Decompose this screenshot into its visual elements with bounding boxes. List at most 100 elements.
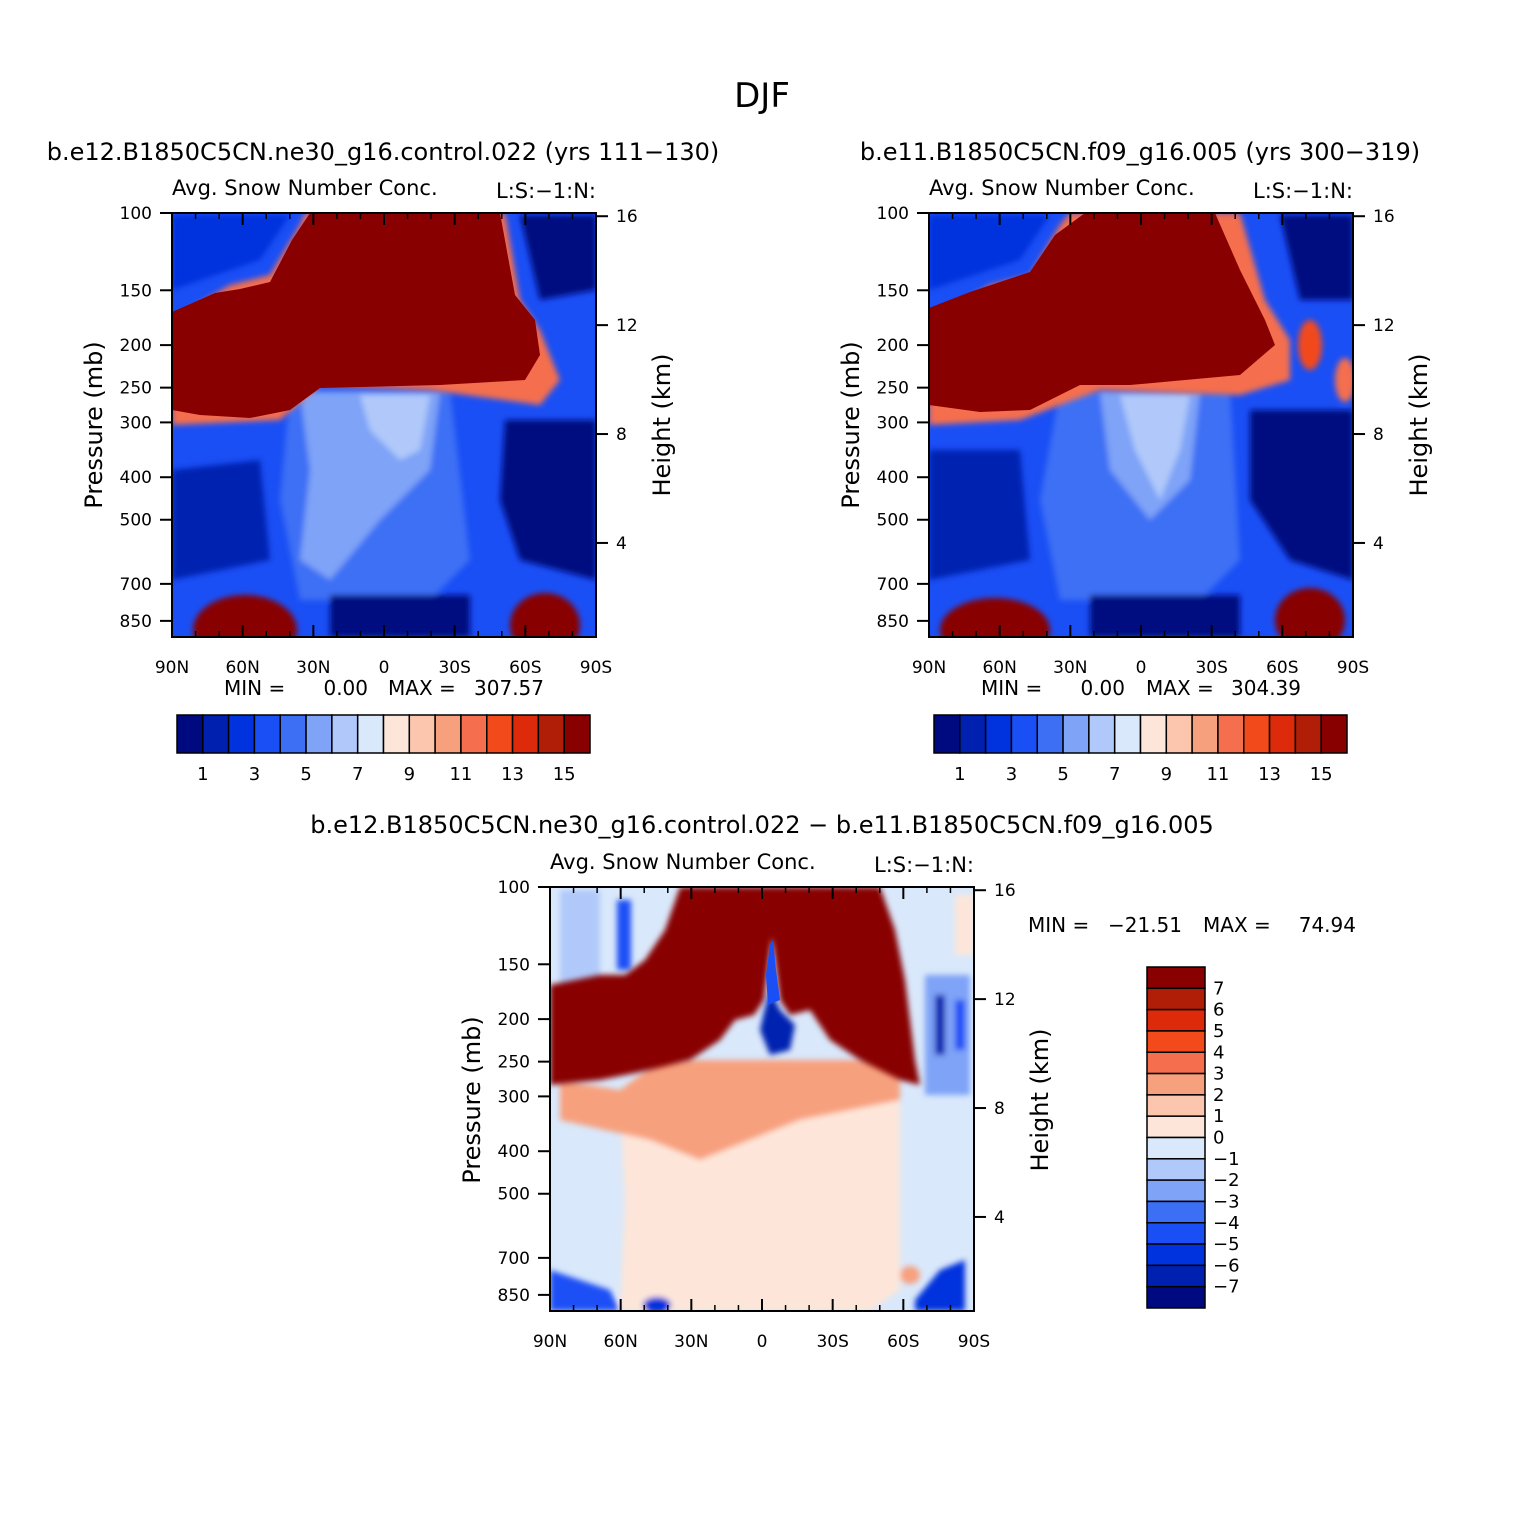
colorbar-swatch — [279, 714, 307, 754]
colorbar-swatch — [1243, 714, 1271, 754]
colorbar-swatch — [1146, 1072, 1206, 1096]
colorbar-label: 13 — [501, 764, 524, 785]
region-lower-tropical-dark — [330, 595, 470, 637]
colorbar-swatch — [460, 714, 488, 754]
colorbar-swatch — [176, 714, 204, 754]
region-sh-dark-midlevel — [1250, 410, 1353, 580]
x-tick-label: 30S — [816, 1332, 848, 1352]
colorbar-label: 9 — [1161, 764, 1172, 785]
colorbar-swatch — [1036, 714, 1064, 754]
x-tick-label: 30S — [438, 658, 470, 678]
y2-tick-label: 8 — [1373, 425, 1384, 445]
region-sh-dark-upper — [520, 215, 596, 300]
colorbar-swatch — [1146, 1051, 1206, 1075]
x-tick-label: 90S — [958, 1332, 990, 1352]
region-sh-surface-max — [510, 593, 580, 637]
y-tick-label: 300 — [877, 413, 909, 433]
y2-tick-label: 4 — [1373, 534, 1384, 554]
y-axis-label: Pressure (mb) — [837, 341, 865, 508]
colorbar-swatch — [1088, 714, 1116, 754]
colorbar-label: 13 — [1258, 764, 1281, 785]
y-tick-label: 150 — [877, 281, 909, 301]
colorbar-label: 15 — [553, 764, 576, 785]
region-nh-dark-upper — [929, 215, 1050, 290]
min-label: MIN = — [981, 676, 1042, 700]
y-tick-label: 400 — [498, 1142, 530, 1162]
colorbar-swatch — [1146, 966, 1206, 990]
y2-tick-label: 8 — [616, 425, 627, 445]
panel-subtitle: Avg. Snow Number Conc. — [172, 176, 438, 200]
colorbar-swatch — [537, 714, 565, 754]
colorbar-label: 6 — [1213, 1000, 1224, 1021]
region-pos-mid — [560, 1060, 900, 1160]
x-tick-label: 30N — [296, 658, 330, 678]
x-tick-label: 60S — [509, 658, 541, 678]
units-label: L:S:−1:N: — [1253, 179, 1353, 203]
y-tick-label: 500 — [877, 511, 909, 531]
colorbar-swatch — [1146, 1243, 1206, 1267]
x-tick-label: 60S — [1266, 658, 1298, 678]
panel-subtitle: Avg. Snow Number Conc. — [929, 176, 1195, 200]
y-tick-label: 200 — [498, 1010, 530, 1030]
colorbar-swatch — [1146, 1115, 1206, 1139]
colorbar-swatch — [1062, 714, 1090, 754]
colorbar-label: −4 — [1213, 1213, 1240, 1234]
x-tick-label: 90S — [1337, 658, 1369, 678]
region-nh-dark-upper — [172, 215, 290, 290]
colorbar-swatch — [1146, 1030, 1206, 1053]
heatmap-field — [550, 887, 974, 1311]
colorbar-swatch — [1139, 714, 1168, 754]
colorbar-swatch — [486, 714, 514, 754]
colorbar-swatch — [1294, 714, 1322, 754]
region-max-upper — [172, 213, 540, 418]
y-tick-label: 850 — [120, 612, 152, 632]
y2-tick-label: 4 — [616, 534, 627, 554]
colorbar-swatch — [959, 714, 987, 754]
panel-difference: b.e12.B1850C5CN.ne30_g16.control.022 − b… — [310, 811, 1356, 1352]
x-tick-label: 90N — [155, 658, 189, 678]
x-tick-label: 60S — [887, 1332, 919, 1352]
colorbar: 1 3 5 7 9 11 13 15 — [933, 714, 1348, 785]
x-tick-label: 90N — [533, 1332, 567, 1352]
y-tick-label: 200 — [120, 336, 152, 356]
y2-tick-label: 12 — [994, 990, 1016, 1010]
x-tick-label: 0 — [1136, 658, 1147, 678]
y-tick-label: 400 — [877, 468, 909, 488]
y-axis-label: Pressure (mb) — [458, 1016, 486, 1183]
colorbar-label: −6 — [1213, 1255, 1240, 1276]
colorbar-swatch — [434, 714, 462, 754]
y-tick-label: 100 — [498, 878, 530, 898]
max-label: MAX = — [1146, 676, 1214, 700]
colorbar-label: 5 — [1213, 1021, 1224, 1042]
heatmap-field — [172, 213, 596, 637]
region-nh-surface-max — [193, 595, 297, 637]
colorbar-swatch — [1146, 987, 1206, 1011]
y2-tick-label: 16 — [616, 207, 638, 227]
y-tick-label: 300 — [498, 1087, 530, 1107]
panel-title: b.e12.B1850C5CN.ne30_g16.control.022 − b… — [310, 811, 1214, 839]
x-tick-label: 60N — [982, 658, 1016, 678]
y2-tick-label: 4 — [994, 1208, 1005, 1228]
colorbar-label: 1 — [197, 764, 208, 785]
x-tick-label: 60N — [225, 658, 259, 678]
min-label: MIN = — [224, 676, 285, 700]
y-tick-label: 150 — [498, 955, 530, 975]
colorbar-swatch — [408, 714, 436, 754]
colorbar-swatch — [1146, 1008, 1206, 1032]
min-label: MIN = — [1028, 913, 1089, 937]
colorbar-label: 5 — [300, 764, 311, 785]
colorbar-label: 7 — [352, 764, 363, 785]
region-equatorial-column — [1120, 395, 1190, 500]
colorbar-swatch — [984, 714, 1013, 754]
region-neg-surface-sh — [915, 1260, 965, 1311]
colorbar-label: 1 — [1213, 1106, 1224, 1127]
region-neg-column-a — [560, 890, 600, 990]
x-tick-label: 90N — [912, 658, 946, 678]
colorbar-label: −7 — [1213, 1277, 1240, 1298]
region-neg-column-d — [935, 995, 945, 1055]
region-lower-tropical-dark — [1090, 595, 1240, 637]
colorbar-swatch — [253, 714, 281, 754]
axes: 90N 60N 30N 0 30S 60S 90S 100 150 200 250 300 400 500… — [498, 878, 1016, 1352]
y-tick-label: 700 — [498, 1249, 530, 1269]
colorbar-swatch — [202, 714, 230, 754]
